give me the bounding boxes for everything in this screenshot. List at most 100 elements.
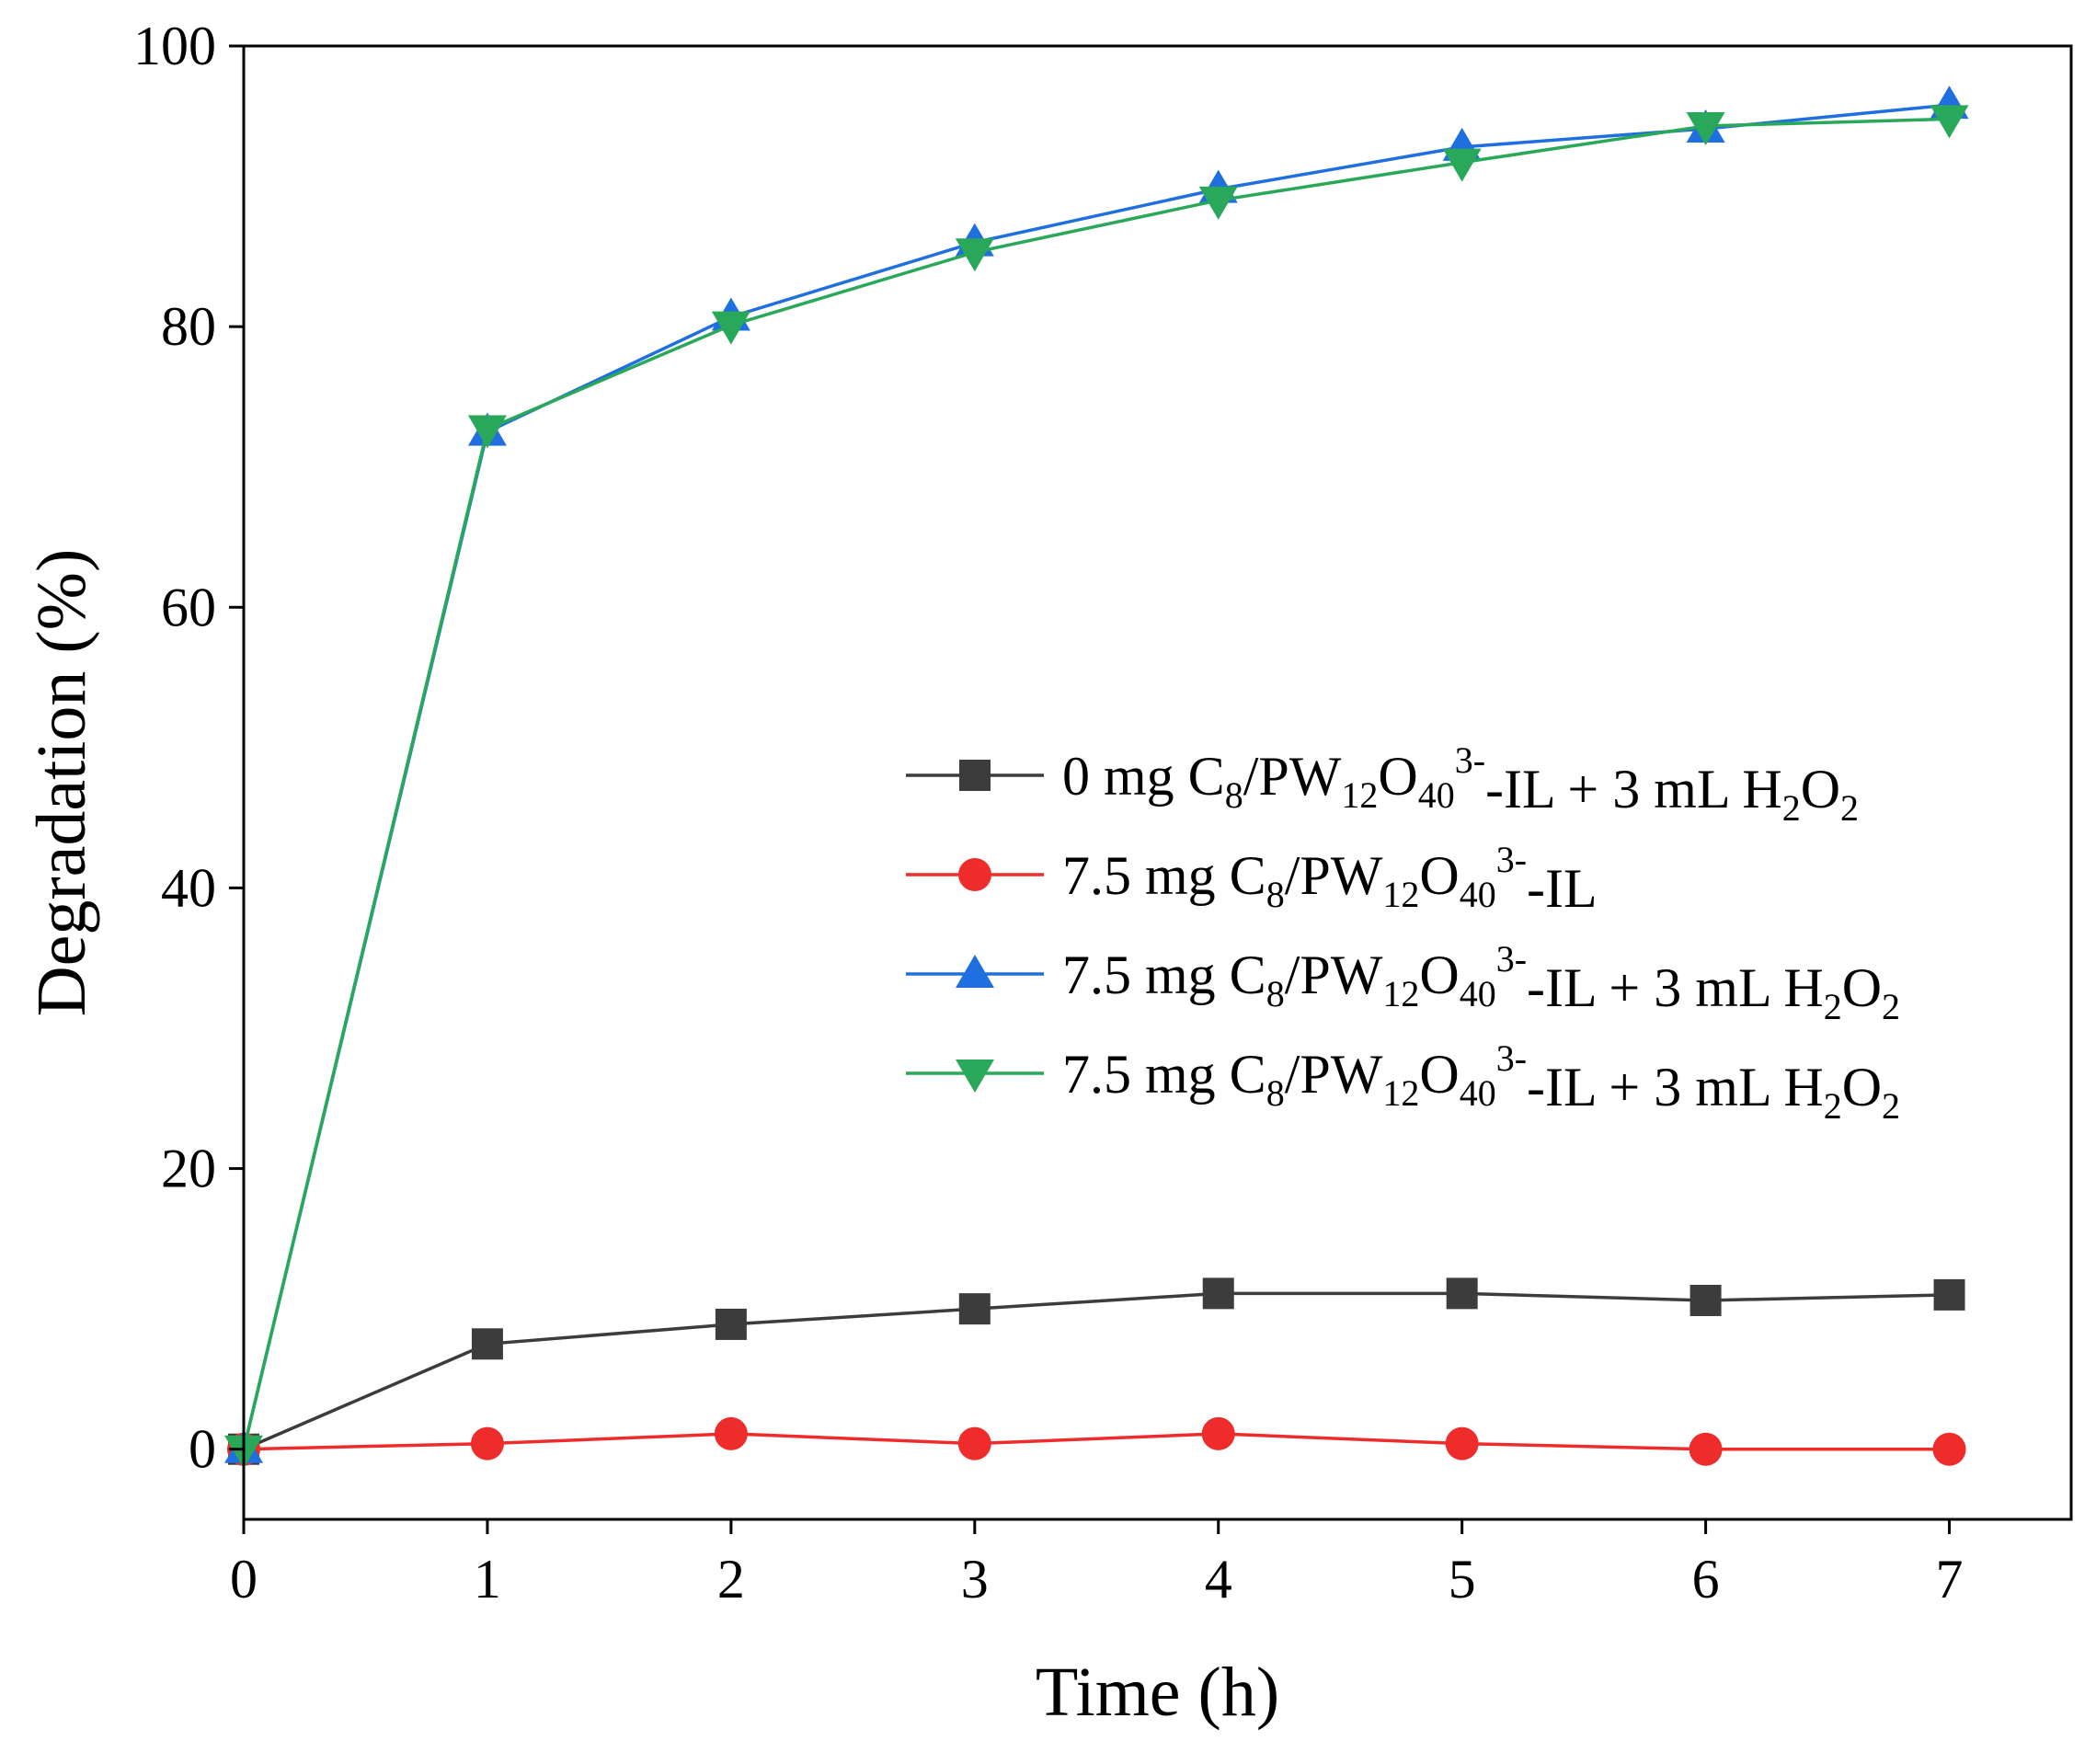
data-point [1201, 1416, 1235, 1450]
legend-label-part: O [1419, 945, 1459, 1005]
y-tick-label: 80 [161, 296, 216, 357]
legend-label-part: 12 [1382, 973, 1419, 1014]
legend-label-part: 7.5 mg C [1062, 945, 1266, 1005]
y-tick-label: 40 [161, 857, 216, 918]
series-line [243, 1432, 1950, 1451]
data-point [1932, 1432, 1966, 1466]
legend-entry: 7.5 mg C8/PW12O403--IL + 3 mL H2O2 [906, 1037, 1900, 1127]
data-point [711, 311, 750, 345]
y-tick-label: 20 [161, 1139, 216, 1199]
legend-label-part: 2 [1824, 1085, 1842, 1127]
data-point [1202, 1277, 1234, 1310]
legend-label-part: /PW [1243, 746, 1342, 807]
legend-label: 7.5 mg C8/PW12O403--IL + 3 mL H2O2 [1062, 938, 1900, 1027]
legend-label-part: 12 [1382, 1072, 1419, 1114]
legend-label-part: 3- [1455, 739, 1485, 781]
legend-label: 7.5 mg C8/PW12O403--IL [1062, 839, 1598, 919]
legend-label-part: O [1842, 1057, 1882, 1117]
axes-frame [242, 44, 2073, 1521]
legend-label-part: 2 [1824, 986, 1842, 1027]
data-point [955, 238, 994, 272]
y-tick-label: 60 [161, 577, 216, 637]
data-point [957, 1426, 991, 1460]
data-point [1442, 148, 1482, 182]
legend-label-part: 3- [1496, 839, 1527, 880]
x-axis-title: Time (h) [1036, 1654, 1279, 1731]
legend-label-part: 8 [1266, 1072, 1285, 1114]
x-tick-label: 7 [1936, 1549, 1964, 1609]
legend-label-part: O [1842, 957, 1882, 1018]
data-point [470, 1426, 504, 1460]
x-tick-label: 5 [1449, 1549, 1476, 1609]
legend-label-part: O [1378, 746, 1417, 807]
legend-label-part: 40 [1460, 1072, 1496, 1114]
y-tick-label: 0 [189, 1419, 216, 1480]
x-tick-label: 0 [230, 1549, 258, 1609]
legend-label-part: -IL + 3 mL H [1527, 1057, 1824, 1117]
data-point [1933, 1278, 1965, 1311]
series-line [243, 1291, 1950, 1451]
data-point [958, 1293, 991, 1325]
legend-label-part: 2 [1782, 787, 1801, 829]
legend-label-part: 40 [1460, 973, 1496, 1014]
legend-marker [956, 1060, 994, 1093]
y-axis-title: Degradation (%) [23, 549, 100, 1017]
legend-label-part: 8 [1266, 973, 1285, 1014]
legend-entry: 0 mg C8/PW12O403--IL + 3 mL H2O2 [906, 739, 1859, 829]
legend-entry: 7.5 mg C8/PW12O403--IL + 3 mL H2O2 [906, 938, 1900, 1027]
legend-entry: 7.5 mg C8/PW12O403--IL [906, 839, 1598, 919]
legend-label-part: 3- [1496, 1037, 1527, 1079]
legend-label-part: 7.5 mg C [1062, 1044, 1266, 1105]
legend-label-part: -IL + 3 mL H [1485, 759, 1782, 819]
legend-label-part: O [1419, 845, 1459, 906]
legend-label-part: O [1801, 759, 1840, 819]
data-point [1446, 1277, 1478, 1310]
data-point [1686, 111, 1725, 145]
series-1 [228, 1277, 1965, 1465]
plot-area [224, 86, 1969, 1469]
legend-label-part: 12 [1382, 874, 1419, 915]
data-point [1445, 1426, 1479, 1460]
x-tick-label: 3 [961, 1549, 989, 1609]
legend-marker [958, 858, 991, 891]
data-point [1689, 1432, 1723, 1466]
data-point [471, 1328, 503, 1360]
legend-label-part: 8 [1225, 774, 1243, 816]
legend-label-part: /PW [1285, 1044, 1383, 1105]
x-tick-label: 2 [717, 1549, 745, 1609]
legend-label-part: /PW [1285, 945, 1383, 1005]
x-tick-label: 6 [1692, 1549, 1720, 1609]
legend-label-part: 12 [1341, 774, 1378, 816]
series-2 [227, 1416, 1966, 1466]
legend-label-part: -IL [1527, 858, 1598, 919]
legend-marker [959, 760, 991, 791]
legend-label-part: 7.5 mg C [1062, 845, 1266, 906]
legend-label-part: -IL + 3 mL H [1527, 957, 1824, 1018]
x-tick-label: 1 [474, 1549, 501, 1609]
data-point [1198, 186, 1238, 220]
legend-label-part: 0 mg C [1062, 746, 1225, 807]
data-point [715, 1308, 747, 1340]
x-tick-label: 4 [1205, 1549, 1232, 1609]
data-point [467, 415, 507, 449]
legend-label-part: 8 [1266, 874, 1285, 915]
data-point [1689, 1284, 1722, 1316]
legend-label-part: O [1419, 1044, 1459, 1105]
series-line [242, 117, 1950, 1450]
legend-label-part: /PW [1285, 845, 1383, 906]
legend-label-part: 40 [1460, 874, 1496, 915]
legend-label-part: 2 [1882, 1085, 1900, 1127]
y-tick-label: 100 [133, 16, 216, 76]
legend-label-part: 2 [1882, 986, 1900, 1027]
legend-label-part: 3- [1496, 938, 1527, 979]
data-point [714, 1416, 748, 1450]
legend-label-part: 2 [1840, 787, 1859, 829]
legend-label: 7.5 mg C8/PW12O403--IL + 3 mL H2O2 [1062, 1037, 1900, 1127]
legend-marker [956, 955, 994, 988]
legend-label-part: 40 [1418, 774, 1455, 816]
data-point [1930, 105, 1969, 139]
legend-label: 0 mg C8/PW12O403--IL + 3 mL H2O2 [1062, 739, 1859, 829]
